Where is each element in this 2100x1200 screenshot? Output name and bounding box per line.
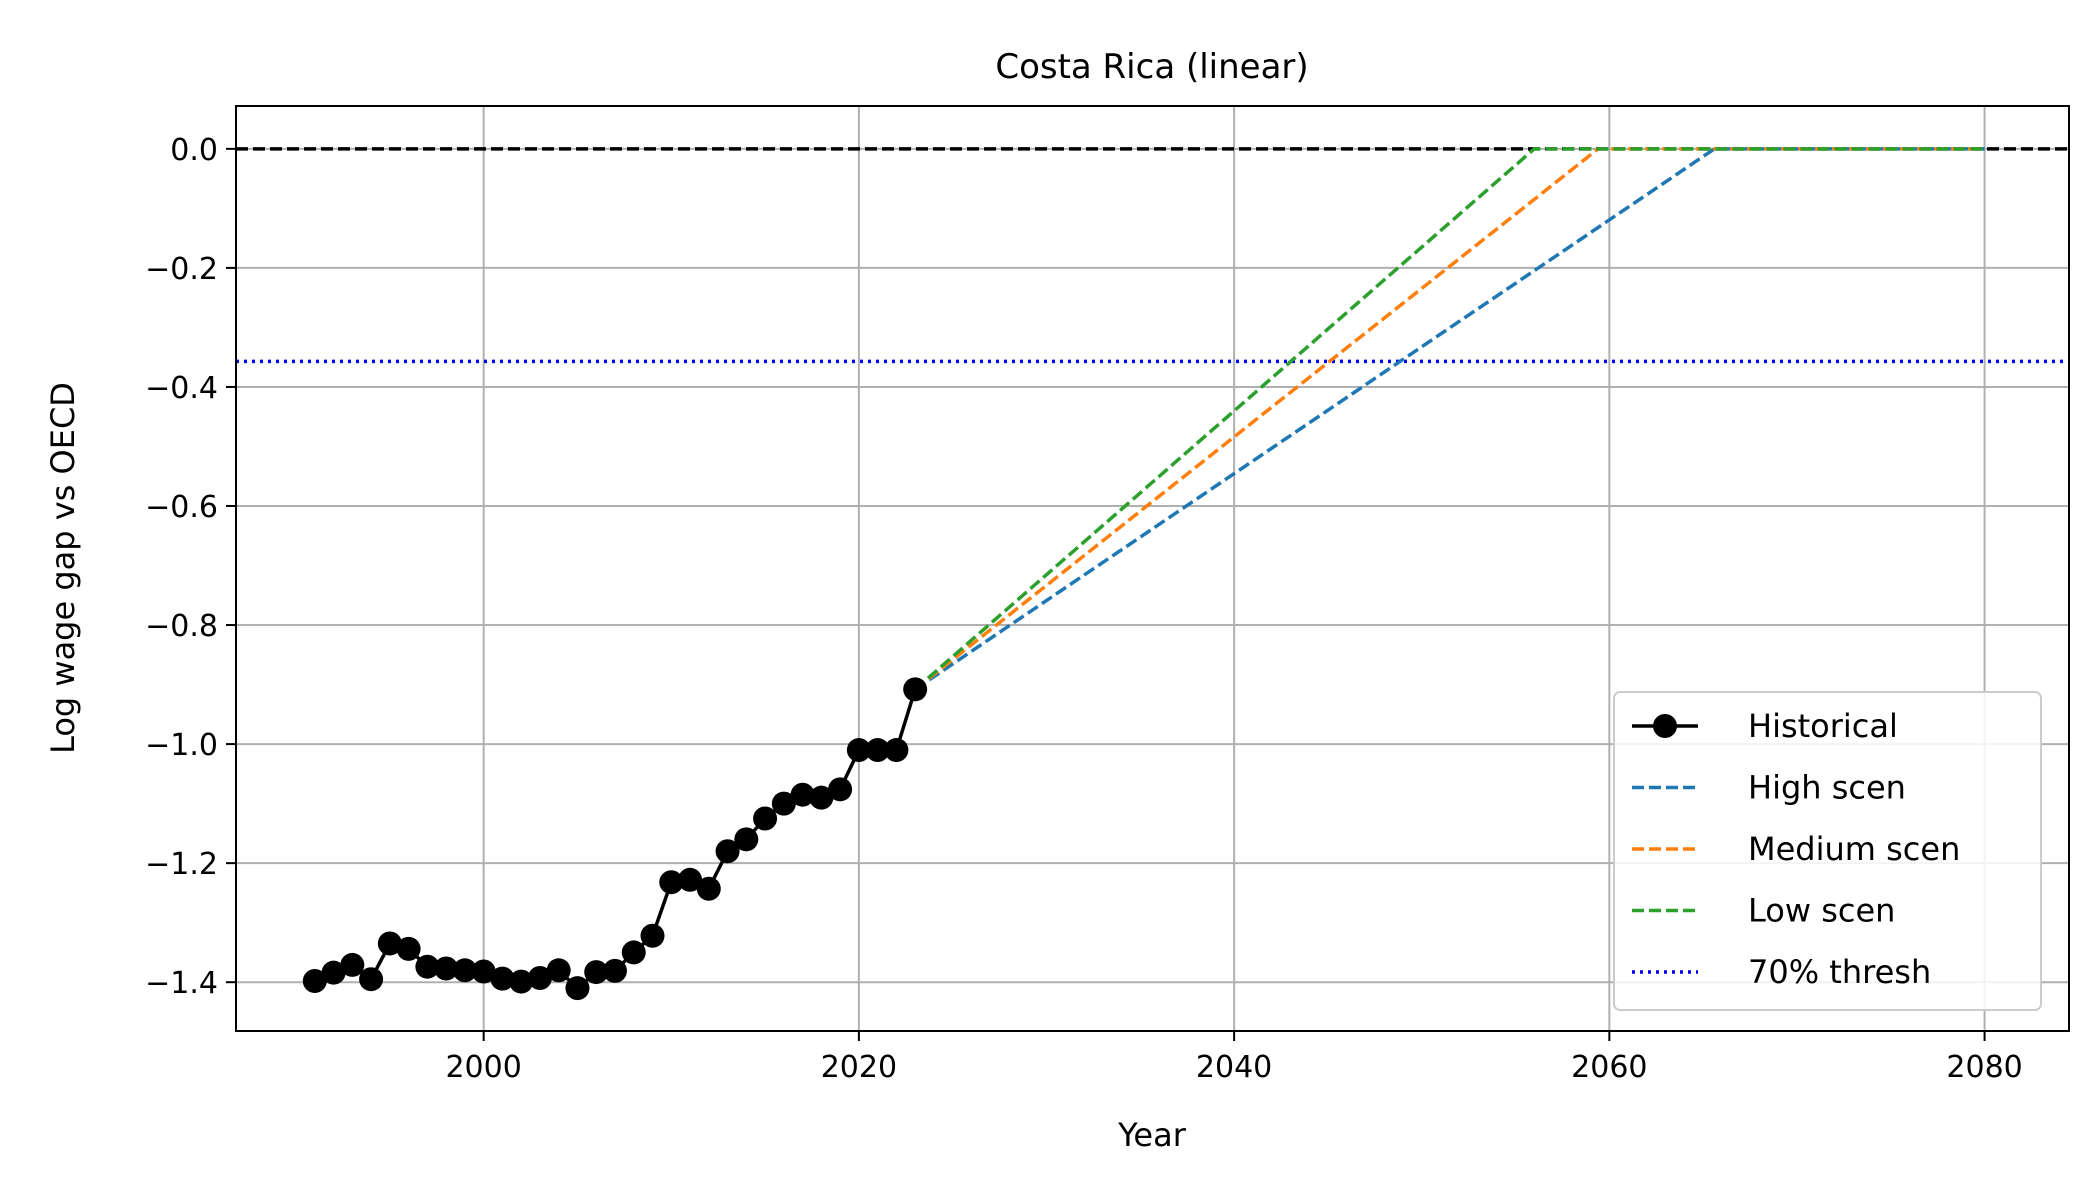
historical-point: [584, 960, 609, 985]
chart-title: Costa Rica (linear): [995, 47, 1308, 87]
legend-label: Historical: [1748, 707, 1898, 745]
historical-point: [527, 966, 552, 991]
legend-label: Low scen: [1748, 892, 1895, 930]
y-axis-ticks: 0.0 −0.2 −0.4 −0.6 −0.8 −1.0 −1.2 −1.4: [145, 133, 236, 1001]
scenario-line-low-scen: [914, 147, 1985, 691]
legend: Historical High scen Medium scen Low scen 70…: [1613, 691, 2042, 1011]
historical-point: [846, 738, 871, 763]
legend-label: 70% thresh: [1748, 953, 1931, 991]
historical-point: [696, 876, 721, 901]
historical-point: [715, 839, 740, 864]
historical-point: [809, 785, 834, 810]
historical-point: [546, 958, 571, 983]
historical-point: [884, 738, 909, 763]
y-tick-label: −1.2: [145, 847, 218, 882]
historical-point: [415, 954, 440, 979]
historical-point: [396, 936, 421, 961]
historical-point: [377, 931, 402, 956]
x-tick-label: 2020: [821, 1050, 897, 1085]
historical-point: [471, 959, 496, 984]
y-tick-label: −1.4: [145, 966, 218, 1001]
x-tick-label: 2040: [1196, 1050, 1272, 1085]
x-axis-label: Year: [1117, 1116, 1187, 1154]
x-axis-ticks: 2000 2020 2040 2060 2080: [445, 1031, 2023, 1085]
series-layer: [302, 147, 1985, 1001]
legend-label: Medium scen: [1748, 830, 1960, 868]
historical-point: [359, 967, 384, 992]
x-tick-label: 2080: [1946, 1050, 2022, 1085]
y-tick-label: −1.0: [145, 728, 218, 763]
historical-point: [602, 958, 627, 983]
y-axis-label: Log wage gap vs OECD: [44, 382, 82, 754]
historical-point: [321, 960, 346, 985]
y-tick-label: −0.6: [145, 490, 218, 525]
historical-point: [565, 976, 590, 1001]
historical-point: [753, 806, 778, 831]
historical-point: [771, 791, 796, 816]
y-tick-label: −0.2: [145, 252, 218, 287]
historical-point: [828, 777, 853, 802]
historical-point: [621, 940, 646, 965]
y-tick-label: −0.4: [145, 371, 218, 406]
historical-point: [490, 966, 515, 991]
historical-point: [903, 677, 928, 702]
historical-point: [302, 969, 327, 993]
historical-point: [640, 923, 665, 948]
historical-point: [509, 969, 534, 994]
y-tick-label: −0.8: [145, 609, 218, 644]
historical-point: [340, 952, 365, 977]
historical-point: [734, 827, 759, 852]
historical-point: [865, 738, 890, 763]
historical-point: [659, 870, 684, 895]
reference-lines: [236, 147, 2069, 364]
historical-point: [678, 867, 703, 892]
legend-box: [1613, 691, 2042, 1011]
x-tick-label: 2000: [445, 1050, 521, 1085]
plot-frame: [235, 105, 2070, 1032]
historical-point: [452, 958, 477, 983]
historical-point: [434, 956, 459, 981]
legend-marker: [1653, 714, 1677, 738]
x-tick-label: 2060: [1571, 1050, 1647, 1085]
historical-point: [790, 782, 815, 807]
y-tick-label: 0.0: [170, 133, 218, 168]
legend-label: High scen: [1748, 769, 1906, 807]
